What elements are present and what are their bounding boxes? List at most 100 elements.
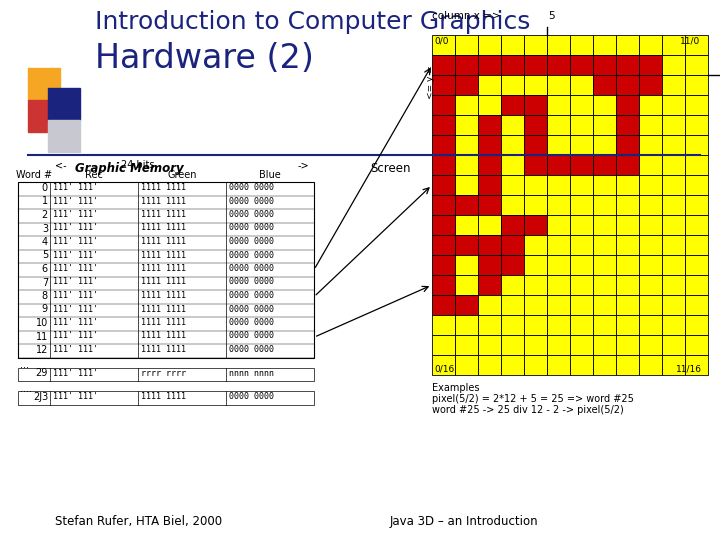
- Bar: [478, 175, 501, 195]
- Text: Hardware (2): Hardware (2): [95, 42, 314, 75]
- Text: <= y =: <= y =: [426, 65, 435, 99]
- Bar: [455, 155, 478, 175]
- Bar: [616, 35, 639, 55]
- Bar: [593, 35, 616, 55]
- Bar: [616, 295, 639, 315]
- Bar: [593, 135, 616, 155]
- Bar: [685, 75, 708, 95]
- Bar: [593, 255, 616, 275]
- Bar: [616, 315, 639, 335]
- Text: 111' 111': 111' 111': [53, 332, 98, 341]
- Text: 11/16: 11/16: [676, 364, 702, 373]
- Bar: [455, 295, 478, 315]
- Bar: [593, 235, 616, 255]
- Text: 1111 1111: 1111 1111: [141, 197, 186, 206]
- Text: 111' 111': 111' 111': [53, 264, 98, 273]
- Text: 0000 0000: 0000 0000: [229, 237, 274, 246]
- Bar: [547, 175, 570, 195]
- Bar: [432, 155, 455, 175]
- Bar: [48, 120, 80, 152]
- Bar: [593, 55, 616, 75]
- Text: pixel(5/2) = 2*12 + 5 = 25 => word #25: pixel(5/2) = 2*12 + 5 = 25 => word #25: [432, 394, 634, 404]
- Text: nnnn nnnn: nnnn nnnn: [229, 368, 274, 377]
- Text: Java 3D – an Introduction: Java 3D – an Introduction: [390, 515, 539, 528]
- Bar: [547, 335, 570, 355]
- Bar: [685, 255, 708, 275]
- Bar: [547, 355, 570, 375]
- Bar: [662, 195, 685, 215]
- Text: 111' 111': 111' 111': [53, 210, 98, 219]
- Bar: [662, 255, 685, 275]
- Bar: [593, 335, 616, 355]
- Bar: [455, 195, 478, 215]
- Bar: [662, 115, 685, 135]
- Bar: [570, 75, 593, 95]
- Text: ...: ...: [20, 361, 29, 370]
- Text: 1111 1111: 1111 1111: [141, 278, 186, 287]
- Bar: [547, 275, 570, 295]
- Bar: [685, 135, 708, 155]
- Bar: [455, 135, 478, 155]
- Bar: [662, 135, 685, 155]
- Bar: [455, 275, 478, 295]
- Text: 0000 0000: 0000 0000: [229, 264, 274, 273]
- Bar: [455, 175, 478, 195]
- Bar: [570, 315, 593, 335]
- Bar: [501, 235, 524, 255]
- Text: 1111 1111: 1111 1111: [141, 305, 186, 314]
- Text: 0: 0: [42, 183, 48, 193]
- Text: 111' 111': 111' 111': [53, 318, 98, 327]
- Bar: [501, 255, 524, 275]
- Text: 5: 5: [42, 251, 48, 260]
- Bar: [593, 95, 616, 115]
- Bar: [432, 355, 455, 375]
- Text: <-: <-: [55, 160, 67, 170]
- Bar: [501, 335, 524, 355]
- Bar: [616, 95, 639, 115]
- Bar: [616, 235, 639, 255]
- Text: 1111 1111: 1111 1111: [141, 291, 186, 300]
- Bar: [616, 255, 639, 275]
- Text: 0000 0000: 0000 0000: [229, 332, 274, 341]
- Bar: [524, 355, 547, 375]
- Bar: [432, 235, 455, 255]
- Bar: [547, 195, 570, 215]
- Bar: [455, 255, 478, 275]
- Text: 111' 111': 111' 111': [53, 183, 98, 192]
- Bar: [432, 115, 455, 135]
- Text: column x =>: column x =>: [432, 11, 500, 21]
- Bar: [616, 335, 639, 355]
- Bar: [570, 95, 593, 115]
- Bar: [616, 175, 639, 195]
- Text: 0000 0000: 0000 0000: [229, 197, 274, 206]
- Bar: [432, 315, 455, 335]
- Text: 8: 8: [42, 291, 48, 301]
- Bar: [685, 235, 708, 255]
- Bar: [685, 295, 708, 315]
- Bar: [432, 335, 455, 355]
- Bar: [432, 35, 455, 55]
- Bar: [685, 35, 708, 55]
- Bar: [501, 275, 524, 295]
- Bar: [639, 195, 662, 215]
- Bar: [570, 295, 593, 315]
- Bar: [616, 275, 639, 295]
- Bar: [639, 295, 662, 315]
- Text: 111' 111': 111' 111': [53, 278, 98, 287]
- Text: 12: 12: [35, 345, 48, 355]
- Bar: [685, 215, 708, 235]
- Text: Stefan Rufer, HTA Biel, 2000: Stefan Rufer, HTA Biel, 2000: [55, 515, 222, 528]
- Text: 0000 0000: 0000 0000: [229, 291, 274, 300]
- Bar: [547, 295, 570, 315]
- Bar: [547, 255, 570, 275]
- Bar: [662, 355, 685, 375]
- Bar: [639, 175, 662, 195]
- Text: 2J3: 2J3: [32, 392, 48, 402]
- Bar: [662, 235, 685, 255]
- Bar: [501, 55, 524, 75]
- Bar: [501, 35, 524, 55]
- Bar: [524, 195, 547, 215]
- Bar: [478, 295, 501, 315]
- Bar: [616, 355, 639, 375]
- Bar: [547, 55, 570, 75]
